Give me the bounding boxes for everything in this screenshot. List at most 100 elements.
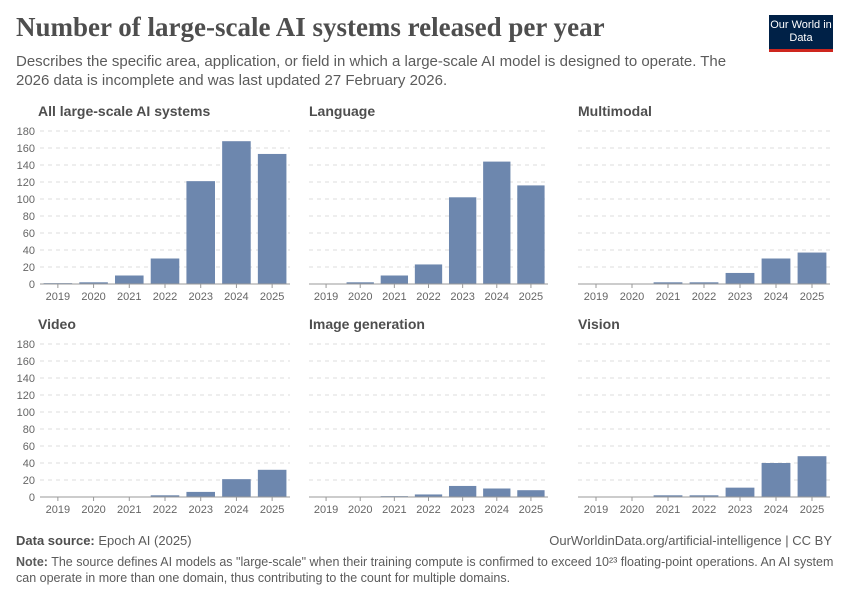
x-tick-label: 2020: [81, 504, 105, 516]
x-tick-label: 2022: [692, 504, 716, 516]
note-text: The source defines AI models as "large-s…: [16, 555, 834, 585]
x-tick-label: 2019: [584, 291, 608, 303]
y-tick-label: 60: [23, 228, 35, 240]
y-tick-label: 0: [29, 492, 35, 504]
x-tick-label: 2019: [46, 504, 70, 516]
x-tick-label: 2022: [692, 291, 716, 303]
y-tick-label: 40: [23, 245, 35, 257]
x-tick-label: 2021: [117, 291, 141, 303]
x-tick-label: 2023: [450, 504, 474, 516]
x-tick-label: 2019: [46, 291, 70, 303]
bar-2025: [797, 252, 827, 284]
x-tick-label: 2023: [188, 291, 212, 303]
bar-2023: [448, 197, 477, 284]
x-tick-label: 2025: [260, 504, 284, 516]
bar-2022: [150, 258, 180, 284]
x-tick-label: 2022: [416, 291, 440, 303]
x-tick-label: 2024: [485, 504, 509, 516]
bar-2024: [222, 479, 251, 497]
panel-title: Video: [38, 316, 76, 332]
bar-2022: [150, 495, 180, 497]
note: Note: The source defines AI models as "l…: [16, 554, 836, 586]
y-tick-label: 140: [17, 160, 35, 172]
x-tick-label: 2024: [224, 504, 248, 516]
bar-2023: [725, 487, 755, 497]
x-tick-label: 2023: [728, 291, 752, 303]
x-tick-label: 2021: [382, 291, 406, 303]
x-tick-label: 2020: [620, 504, 644, 516]
y-tick-label: 80: [23, 211, 35, 223]
note-label: Note:: [16, 555, 48, 569]
bar-2025: [517, 490, 545, 497]
panel-title: Image generation: [309, 316, 425, 332]
x-tick-label: 2025: [260, 291, 284, 303]
panel-title: Language: [309, 103, 375, 119]
y-tick-label: 180: [17, 126, 35, 138]
x-tick-label: 2023: [728, 504, 752, 516]
x-tick-label: 2025: [800, 504, 824, 516]
bar-2021: [115, 275, 144, 284]
x-tick-label: 2024: [764, 504, 788, 516]
panel-title: All large-scale AI systems: [38, 103, 210, 119]
x-tick-label: 2020: [81, 291, 105, 303]
y-tick-label: 160: [17, 356, 35, 368]
y-tick-label: 20: [23, 475, 35, 487]
y-tick-label: 80: [23, 424, 35, 436]
bar-2023: [186, 491, 215, 497]
bar-2021: [653, 495, 683, 497]
x-tick-label: 2020: [348, 291, 372, 303]
source-label: Data source:: [16, 533, 95, 548]
x-tick-label: 2022: [153, 291, 177, 303]
x-tick-label: 2019: [584, 504, 608, 516]
bar-2023: [448, 485, 477, 497]
bar-2024: [483, 488, 511, 497]
x-tick-label: 2020: [348, 504, 372, 516]
bar-2022: [414, 264, 443, 284]
bar-2025: [257, 153, 287, 284]
x-tick-label: 2024: [485, 291, 509, 303]
chart-subtitle: Describes the specific area, application…: [16, 53, 727, 89]
bar-2022: [689, 282, 719, 284]
x-tick-label: 2023: [450, 291, 474, 303]
bar-2024: [761, 463, 791, 497]
x-tick-label: 2024: [224, 291, 248, 303]
data-source: Data source: Epoch AI (2025): [16, 533, 192, 548]
y-tick-label: 120: [17, 390, 35, 402]
bar-2021: [380, 275, 409, 284]
chart-title: Number of large-scale AI systems release…: [16, 12, 605, 42]
bar-2025: [797, 456, 827, 497]
x-tick-label: 2020: [620, 291, 644, 303]
y-tick-label: 0: [29, 279, 35, 291]
y-tick-label: 160: [17, 143, 35, 155]
y-tick-label: 140: [17, 373, 35, 385]
source-url[interactable]: OurWorldinData.org/artificial-intelligen…: [549, 533, 832, 548]
owid-logo[interactable]: Our World in Data: [769, 15, 833, 52]
bar-2022: [414, 494, 443, 497]
bar-2023: [186, 181, 215, 284]
bar-2020: [346, 282, 374, 284]
y-tick-label: 120: [17, 177, 35, 189]
y-tick-label: 180: [17, 339, 35, 351]
bar-2024: [761, 258, 791, 284]
x-tick-label: 2021: [656, 504, 680, 516]
bar-2021: [653, 282, 683, 284]
x-tick-label: 2019: [314, 504, 338, 516]
x-tick-label: 2025: [800, 291, 824, 303]
source-value[interactable]: Epoch AI (2025): [98, 533, 192, 548]
x-tick-label: 2019: [314, 291, 338, 303]
bar-2025: [257, 469, 287, 497]
y-tick-label: 100: [17, 407, 35, 419]
x-tick-label: 2025: [519, 291, 543, 303]
bar-2025: [517, 185, 545, 284]
bar-2024: [483, 161, 511, 284]
bar-2022: [689, 495, 719, 497]
x-tick-label: 2025: [519, 504, 543, 516]
x-tick-label: 2021: [656, 291, 680, 303]
x-tick-label: 2022: [416, 504, 440, 516]
x-tick-label: 2022: [153, 504, 177, 516]
x-tick-label: 2021: [117, 504, 141, 516]
y-tick-label: 100: [17, 194, 35, 206]
bar-2020: [79, 282, 108, 284]
